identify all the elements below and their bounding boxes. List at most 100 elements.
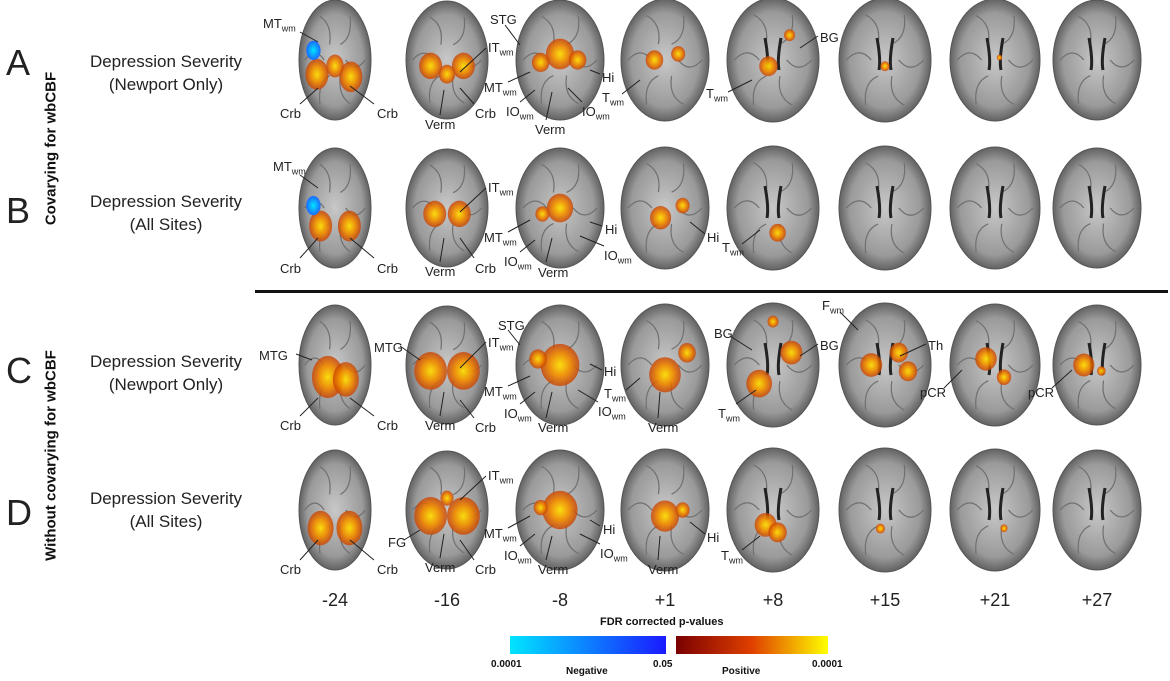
callout-line — [567, 87, 583, 103]
row-desc-d: Depression Severity (All Sites) — [66, 487, 266, 533]
region-label: Hi — [707, 530, 720, 545]
activation-cluster — [546, 193, 574, 223]
region-label: IOwm — [582, 104, 610, 122]
row-desc-a: Depression Severity (Newport Only) — [66, 50, 266, 96]
colorbar-neg-low: 0.0001 — [491, 659, 522, 670]
activation-cluster — [423, 200, 447, 228]
brain-slice — [1052, 0, 1142, 121]
callout-line — [507, 71, 531, 83]
row-desc-line1: Depression Severity — [89, 52, 243, 71]
callout-line — [439, 533, 445, 559]
activation-cluster — [419, 52, 443, 80]
brain-slice — [405, 305, 489, 425]
activation-cluster — [307, 510, 334, 546]
callout-line — [577, 389, 599, 403]
group-divider — [255, 290, 1168, 293]
callout-line — [403, 529, 421, 541]
activation-cluster — [332, 362, 359, 397]
callout-line — [507, 515, 531, 529]
callout-line — [579, 235, 605, 247]
brain-slice — [949, 146, 1041, 270]
region-label: Th — [928, 338, 944, 353]
activation-cluster — [975, 347, 997, 371]
callout-line — [657, 535, 661, 561]
colorbar-title: FDR corrected p-values — [600, 616, 724, 628]
activation-cluster — [1097, 366, 1106, 376]
callout-line — [439, 89, 445, 116]
slice-number: +21 — [979, 590, 1011, 610]
region-label: pCR — [920, 385, 947, 400]
region-label: Verm — [425, 117, 456, 132]
activation-cluster — [531, 52, 550, 72]
region-label: ITwm — [488, 335, 514, 353]
region-label: Verm — [535, 122, 566, 137]
callout-line — [299, 237, 319, 259]
region-label: Verm — [425, 418, 456, 433]
activation-cluster — [529, 349, 547, 369]
callout-line — [689, 521, 706, 535]
region-label: Crb — [377, 106, 398, 121]
region-label: ITwm — [488, 40, 514, 58]
callout-line — [519, 391, 536, 405]
region-label: Verm — [648, 420, 679, 435]
callout-line — [459, 187, 487, 213]
activation-cluster — [784, 29, 796, 42]
activation-cluster — [996, 54, 1003, 61]
region-label: MTwm — [263, 16, 296, 34]
callout-line — [459, 237, 475, 259]
row-desc-line1: Depression Severity — [89, 489, 243, 508]
activation-cluster — [1073, 353, 1095, 377]
region-label: Crb — [280, 418, 301, 433]
region-label: Verm — [538, 562, 569, 577]
region-label: ITwm — [488, 180, 514, 198]
colorbar-negative — [510, 636, 666, 654]
region-label: Twm — [604, 386, 626, 404]
slice-number: +15 — [869, 590, 901, 610]
activation-cluster — [675, 502, 690, 518]
callout-line — [507, 329, 521, 346]
region-label: Verm — [648, 562, 679, 577]
activation-cluster — [759, 56, 778, 77]
region-label: Hi — [602, 70, 615, 85]
brain-slice — [1052, 449, 1142, 571]
callout-line — [657, 391, 661, 419]
slice-number: -24 — [321, 590, 348, 610]
region-label: Hi — [604, 364, 617, 379]
activation-cluster — [780, 340, 803, 365]
region-label: Hi — [605, 222, 618, 237]
row-letter-a: A — [6, 42, 31, 83]
activation-cluster — [1000, 524, 1008, 533]
activation-cluster — [769, 223, 786, 242]
region-label: IOwm — [504, 406, 532, 424]
activation-cluster — [650, 500, 680, 532]
activation-cluster — [568, 50, 587, 70]
region-label: MTwm — [484, 230, 517, 248]
activation-cluster — [746, 369, 773, 398]
callout-line — [545, 91, 553, 121]
region-label: MTwm — [484, 384, 517, 402]
callout-line — [299, 87, 319, 105]
activation-cluster — [305, 59, 329, 90]
brain-slice — [298, 449, 372, 571]
callout-line — [689, 221, 706, 235]
callout-line — [459, 47, 487, 73]
brain-slice — [405, 450, 489, 570]
callout-line — [741, 535, 761, 551]
region-label: Twm — [721, 548, 743, 566]
activation-cluster — [889, 342, 908, 363]
callout-line — [589, 519, 601, 527]
region-label: MTwm — [484, 80, 517, 98]
activation-cluster — [542, 490, 578, 530]
activation-cluster — [898, 361, 918, 382]
callout-line — [589, 221, 603, 227]
callout-line — [459, 539, 475, 561]
row-desc-line2: (All Sites) — [129, 512, 203, 531]
slice-number: +8 — [762, 590, 784, 610]
activation-cluster — [768, 522, 787, 543]
activation-cluster — [447, 497, 480, 535]
brain-slice — [1052, 304, 1142, 426]
activation-cluster — [645, 50, 664, 70]
activation-cluster — [535, 206, 550, 222]
region-label: MTwm — [484, 526, 517, 544]
callout-line — [299, 397, 319, 417]
